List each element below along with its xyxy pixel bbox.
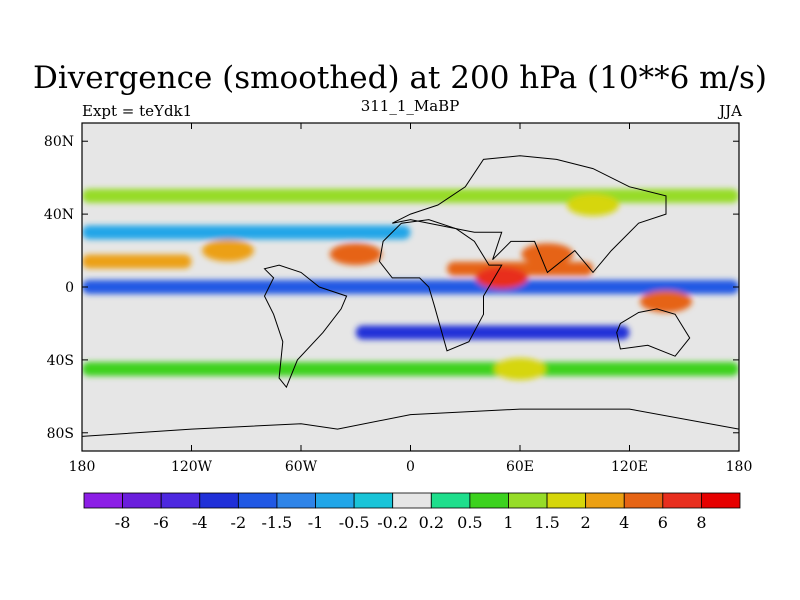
colorbar-swatch-9 [430, 492, 471, 509]
field-band-0 [82, 188, 739, 203]
field-blob-1 [475, 266, 528, 289]
x-tick-label-3: 0 [406, 459, 415, 475]
colorbar-label-3: -2 [231, 513, 247, 532]
colorbar-swatch-0 [83, 492, 123, 509]
run-id-label: 311_1_MaBP [360, 97, 460, 115]
colorbar-label-4: -1.5 [262, 513, 293, 532]
x-tick-label-0: 180 [69, 459, 96, 475]
colorbar-swatch-3 [199, 492, 239, 509]
field-blob-5 [494, 358, 546, 380]
colorbar-label-2: -4 [192, 513, 208, 532]
colorbar-swatch-7 [353, 492, 394, 509]
colorbar-label-5: -1 [308, 513, 324, 532]
x-tick-label-2: 60W [285, 459, 318, 475]
y-tick-label-3: 40S [47, 353, 74, 369]
colorbar: -8 -6 -4 -2 -1.5 -1 -0.5 -0.2 0.2 0.5 1 1.5 2 4 6 8 [83, 492, 741, 532]
y-tick-label-2: 0 [65, 280, 74, 296]
colorbar-swatch-5 [276, 492, 316, 509]
colorbar-swatch-16 [701, 492, 741, 509]
colorbar-swatch-8 [392, 492, 432, 509]
plot-title: Divergence (smoothed) at 200 hPa (10**6 … [33, 60, 767, 96]
field-blob-0 [329, 243, 382, 266]
colorbar-label-13: 4 [619, 513, 629, 532]
colorbar-swatch-1 [122, 492, 162, 509]
colorbar-swatch-6 [315, 492, 355, 509]
coastline-3 [616, 308, 691, 357]
colorbar-swatch-10 [469, 492, 509, 509]
season-label: JJA [719, 102, 742, 120]
coastline-4 [82, 408, 739, 451]
x-tick-label-1: 120W [171, 459, 213, 475]
continent-outlines [82, 155, 739, 451]
coastline-0 [392, 155, 667, 274]
coastline-2 [263, 264, 348, 389]
divergence-field [82, 188, 739, 380]
x-tick-label-6: 180 [726, 459, 753, 475]
colorbar-label-10: 1 [503, 513, 513, 532]
y-tick-label-0: 80N [44, 134, 74, 150]
field-band-3 [82, 280, 739, 294]
colorbar-label-12: 2 [581, 513, 591, 532]
colorbar-label-11: 1.5 [534, 513, 559, 532]
field-band-1 [82, 225, 411, 240]
y-tick-label-1: 40N [44, 207, 74, 223]
colorbar-label-7: -0.2 [377, 513, 408, 532]
field-blob-2 [521, 243, 574, 266]
axis-ticks: 180 120W 60W 0 60E 120E 180 80N 40N 0 40S 80S [44, 123, 752, 475]
field-band-4 [355, 325, 630, 340]
colorbar-swatch-11 [508, 492, 548, 509]
field-blob-3 [640, 290, 692, 313]
colorbar-swatch-14 [623, 492, 664, 509]
colorbar-swatch-12 [546, 492, 587, 509]
colorbar-swatch-15 [662, 492, 702, 509]
colorbar-swatch-2 [160, 492, 201, 509]
field-band-2 [82, 254, 192, 269]
colorbar-label-1: -6 [153, 513, 169, 532]
colorbar-label-8: 0.2 [419, 513, 444, 532]
experiment-label: Expt = teYdk1 [82, 102, 193, 120]
colorbar-swatch-4 [237, 492, 278, 509]
field-blob-6 [202, 239, 254, 262]
colorbar-label-9: 0.5 [457, 513, 482, 532]
colorbar-label-15: 8 [696, 513, 706, 532]
x-tick-label-4: 60E [506, 459, 534, 475]
y-tick-label-4: 80S [47, 426, 74, 442]
x-tick-label-5: 120E [611, 459, 648, 475]
field-band-6 [82, 362, 739, 376]
colorbar-label-0: -8 [115, 513, 131, 532]
field-blob-4 [567, 194, 619, 216]
colorbar-label-14: 6 [658, 513, 668, 532]
coastline-1 [378, 219, 503, 352]
colorbar-label-6: -0.5 [339, 513, 370, 532]
colorbar-swatch-13 [585, 492, 625, 509]
